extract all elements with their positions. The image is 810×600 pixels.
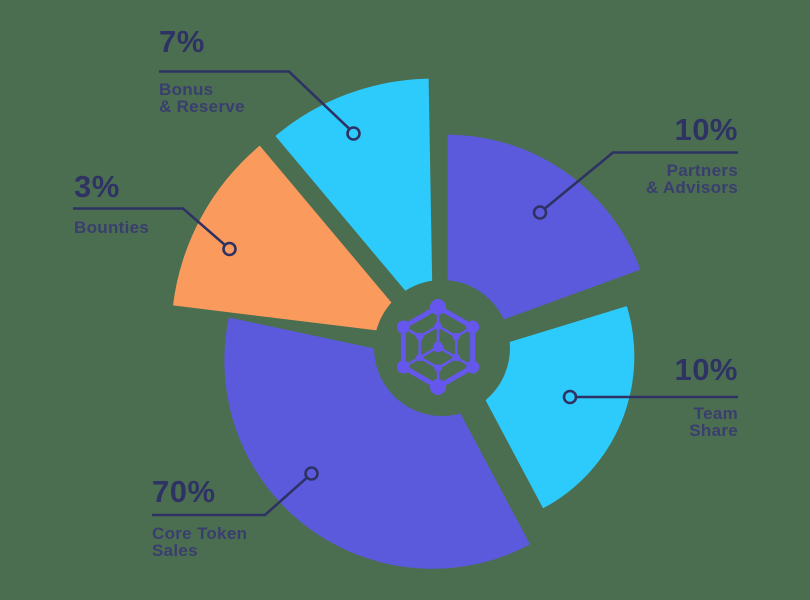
label-line: Share — [689, 421, 738, 440]
callout-line-bounties — [73, 207, 226, 246]
slice-core-token-sales — [224, 317, 531, 569]
label-line: Bonus — [159, 80, 214, 99]
blockchain-hexagon-network-icon — [396, 299, 480, 395]
callout-bounties: 3% Bounties — [74, 171, 149, 236]
label-line: Core Token — [152, 524, 248, 543]
callout-line-core-token-sales — [152, 476, 308, 517]
label-line: Bounties — [74, 218, 150, 237]
slice-percent-partners-advisors: 10% — [674, 112, 738, 147]
callout-marker-core-token-sales — [304, 466, 319, 481]
slice-partners-advisors — [447, 134, 641, 340]
slice-percent-bounties: 3% — [74, 169, 120, 204]
slice-percent-bonus-reserve: 7% — [159, 24, 205, 59]
slice-label-bounties: Bounties — [74, 219, 149, 236]
label-line: & Reserve — [159, 97, 245, 116]
callout-partners-advisors: 10% Partners & Advisors — [646, 114, 738, 196]
callout-line-partners-advisors — [544, 151, 738, 210]
label-line: Team — [693, 404, 738, 423]
callout-line-bonus-reserve — [159, 70, 350, 130]
callout-bonus-reserve: 7% Bonus & Reserve — [159, 26, 245, 115]
slice-percent-core-token-sales: 70% — [152, 474, 216, 509]
label-line: & Advisors — [645, 178, 738, 197]
callout-marker-bonus-reserve — [346, 126, 361, 141]
callout-marker-bounties — [222, 241, 237, 257]
callout-marker-team-share — [562, 389, 578, 405]
slice-bounties — [172, 145, 420, 336]
slice-label-team-share: Team Share — [674, 405, 738, 439]
slice-label-partners-advisors: Partners & Advisors — [646, 162, 738, 196]
label-line: Sales — [152, 541, 198, 560]
slice-bonus-reserve — [275, 78, 433, 324]
slice-label-bonus-reserve: Bonus & Reserve — [159, 81, 245, 115]
callout-marker-partners-advisors — [532, 205, 548, 220]
label-line: Partners — [666, 161, 738, 180]
slice-percent-team-share: 10% — [674, 352, 738, 387]
callout-core-token-sales: 70% Core Token Sales — [152, 476, 247, 559]
callout-team-share: 10% Team Share — [674, 354, 738, 439]
slice-label-core-token-sales: Core Token Sales — [152, 525, 247, 559]
